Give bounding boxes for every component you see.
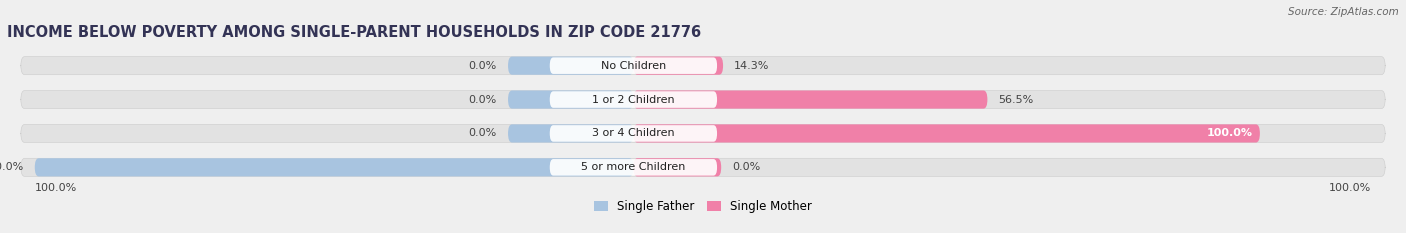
FancyBboxPatch shape [633, 158, 721, 176]
FancyBboxPatch shape [550, 125, 717, 142]
FancyBboxPatch shape [508, 90, 634, 109]
FancyBboxPatch shape [508, 57, 634, 75]
Text: Source: ZipAtlas.com: Source: ZipAtlas.com [1288, 7, 1399, 17]
FancyBboxPatch shape [550, 57, 717, 74]
Text: No Children: No Children [600, 61, 666, 71]
Text: 0.0%: 0.0% [468, 128, 496, 138]
FancyBboxPatch shape [21, 90, 1385, 109]
Text: 100.0%: 100.0% [1206, 128, 1253, 138]
FancyBboxPatch shape [633, 57, 723, 75]
FancyBboxPatch shape [508, 124, 634, 143]
Text: 14.3%: 14.3% [734, 61, 769, 71]
Text: INCOME BELOW POVERTY AMONG SINGLE-PARENT HOUSEHOLDS IN ZIP CODE 21776: INCOME BELOW POVERTY AMONG SINGLE-PARENT… [7, 25, 702, 41]
FancyBboxPatch shape [21, 158, 1385, 176]
FancyBboxPatch shape [633, 90, 987, 109]
Legend: Single Father, Single Mother: Single Father, Single Mother [589, 195, 817, 218]
Text: 5 or more Children: 5 or more Children [581, 162, 686, 172]
Text: 0.0%: 0.0% [733, 162, 761, 172]
FancyBboxPatch shape [550, 91, 717, 108]
Text: 1 or 2 Children: 1 or 2 Children [592, 95, 675, 105]
FancyBboxPatch shape [21, 124, 1385, 143]
Text: 100.0%: 100.0% [35, 183, 77, 193]
Text: 56.5%: 56.5% [998, 95, 1033, 105]
FancyBboxPatch shape [35, 158, 634, 176]
Text: 100.0%: 100.0% [1329, 183, 1371, 193]
FancyBboxPatch shape [21, 57, 1385, 75]
Text: 0.0%: 0.0% [468, 61, 496, 71]
Text: 100.0%: 100.0% [0, 162, 24, 172]
Text: 0.0%: 0.0% [468, 95, 496, 105]
Text: 3 or 4 Children: 3 or 4 Children [592, 128, 675, 138]
FancyBboxPatch shape [550, 159, 717, 176]
FancyBboxPatch shape [633, 124, 1260, 143]
